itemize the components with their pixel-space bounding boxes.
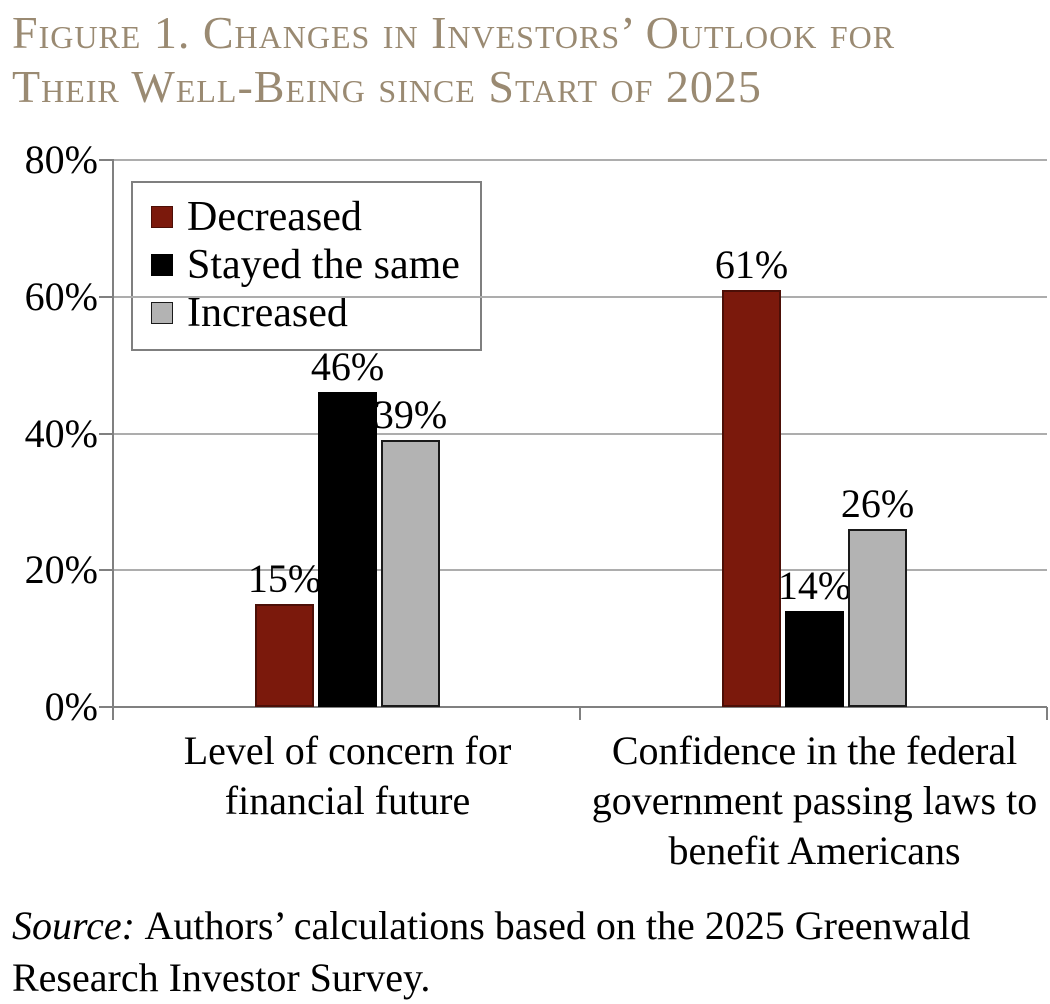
y-tick-label-80: 80% <box>24 137 98 182</box>
y-axis-tick-60 <box>99 295 114 298</box>
source-note: Source: Authors’ calculations based on th… <box>12 900 1022 1004</box>
y-tick-label-0: 0% <box>44 684 98 729</box>
bar-decreased-group1 <box>255 604 314 707</box>
bar-increased-group1 <box>381 440 440 707</box>
gridline-40 <box>113 432 1047 435</box>
bar-value-label-decreased-group2: 61% <box>714 241 789 287</box>
legend-swatch-decreased <box>151 206 173 228</box>
y-axis-tick-20 <box>99 569 114 572</box>
legend-swatch-stayed-the-same <box>151 254 173 276</box>
legend-swatch-increased <box>151 302 173 324</box>
bar-stayed-the-same-group1 <box>318 392 377 707</box>
bar-stayed-the-same-group2 <box>785 611 844 707</box>
gridline-80 <box>113 159 1047 161</box>
legend-label-decreased: Decreased <box>187 194 362 240</box>
figure-title: Figure 1. Changes in Investors’ Outlook … <box>12 7 896 112</box>
source-text: Authors’ calculations based on the 2025 … <box>12 903 971 1000</box>
y-tick-label-20: 20% <box>24 547 98 593</box>
bar-decreased-group2 <box>722 289 781 707</box>
bar-value-label-stayed-the-same-group1: 46% <box>310 344 385 390</box>
x-axis-tick-1 <box>579 707 581 720</box>
y-tick-label-40: 40% <box>24 410 98 456</box>
legend-item-stayed-the-same: Stayed the same <box>151 243 460 287</box>
category-label-group2: Confidence in the federal government pas… <box>591 728 1038 873</box>
y-axis-line <box>112 160 114 720</box>
x-axis-tick-0 <box>112 707 114 720</box>
gridline-20 <box>113 569 1047 572</box>
legend-item-increased: Increased <box>151 291 460 335</box>
legend-label-increased: Increased <box>187 290 348 336</box>
x-axis-line <box>99 706 1047 708</box>
legend-item-decreased: Decreased <box>151 195 460 239</box>
y-axis-tick-80 <box>99 159 114 161</box>
bar-value-label-decreased-group1: 15% <box>247 556 322 602</box>
bar-value-label-stayed-the-same-group2: 14% <box>777 563 852 609</box>
gridline-60 <box>113 295 1047 298</box>
category-label-group1: Level of concern for financial future <box>183 728 512 823</box>
source-prefix: Source: <box>12 903 135 948</box>
y-tick-label-60: 60% <box>24 273 98 319</box>
bar-value-label-increased-group2: 26% <box>840 481 915 527</box>
chart-legend: Decreased Stayed the same Increased <box>131 181 482 351</box>
bar-increased-group2 <box>848 529 907 707</box>
legend-label-stayed-the-same: Stayed the same <box>187 242 460 288</box>
y-axis-tick-40 <box>99 432 114 435</box>
x-axis-tick-2 <box>1046 707 1048 720</box>
bar-value-label-increased-group1: 39% <box>373 392 448 438</box>
